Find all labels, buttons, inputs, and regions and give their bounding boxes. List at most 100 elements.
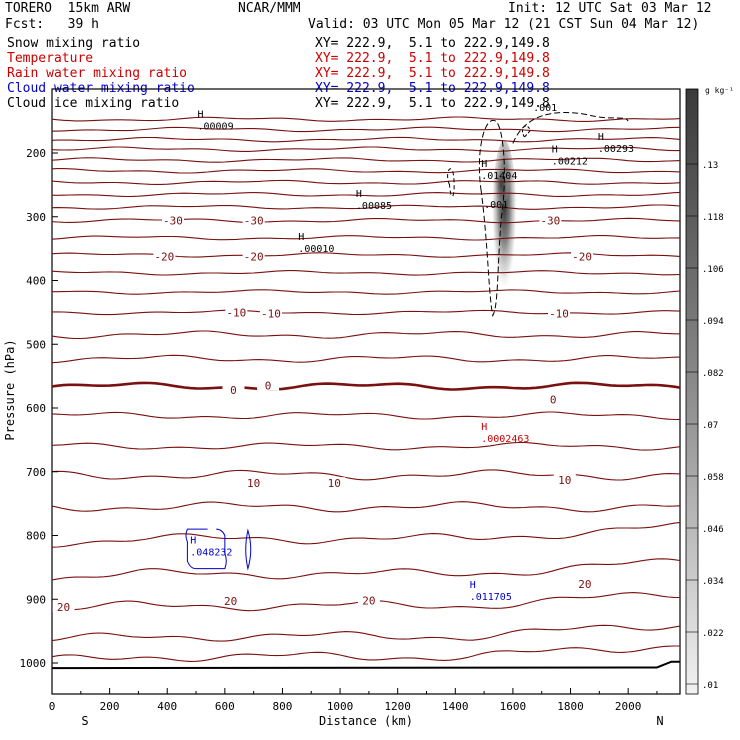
cloud-ice-contours	[447, 112, 629, 317]
y-tick-label: 600	[26, 402, 46, 415]
colorbar-tick-label: .082	[702, 369, 724, 379]
maximum-marker: H	[470, 580, 476, 591]
org-title: NCAR/MMM	[238, 1, 301, 16]
field-name-temperature: Temperature	[7, 51, 94, 66]
maximum-value: .011705	[470, 592, 512, 603]
maximum-value: .048232	[190, 547, 232, 558]
colorbar-tick-label: .01	[702, 681, 718, 691]
isotherm-line	[51, 624, 681, 642]
colorbar-tick-label: .118	[702, 213, 724, 223]
x-axis-label: Distance (km)	[319, 714, 413, 728]
y-tick-label: 500	[26, 338, 46, 351]
isotherm-line	[51, 521, 681, 548]
maximum-value: .00293	[598, 144, 634, 155]
contour-label: .001	[484, 200, 508, 211]
isotherm-label-bg	[571, 250, 594, 262]
isotherm-label: 20	[224, 595, 237, 608]
isotherm-line	[51, 204, 681, 210]
isotherm-label-bg	[225, 306, 248, 318]
plot-area	[51, 88, 681, 695]
isotherm-label: 20	[362, 595, 375, 608]
isotherm-label-bg	[553, 474, 576, 486]
colorbar-tick-label: .094	[702, 317, 724, 327]
isotherm-label: -30	[163, 215, 183, 228]
snow-shading	[491, 140, 518, 319]
maximum-value: .00010	[298, 244, 334, 255]
terrain-line	[51, 660, 680, 670]
ice-contour-upper	[512, 112, 629, 144]
maximum-marker: H	[598, 132, 604, 143]
isotherm-label-bg	[222, 384, 245, 396]
x-tick-label: 1600	[500, 700, 527, 713]
isotherm-label: -30	[244, 215, 264, 228]
y-tick-label: 400	[26, 275, 46, 288]
colorbar-tick-label: .022	[702, 629, 724, 639]
axes: 0 200 400 600 800 1000 1200 1400 1600 1800 2000200…	[20, 147, 658, 713]
isotherm-label-bg	[259, 307, 282, 319]
chart-labels: -30 -30 -30 -20 -20 -20 -10 -10 -10 0 0 0 10 10 10 20 20…	[52, 103, 634, 614]
isotherm-line	[51, 136, 681, 143]
ice-contour-main	[478, 120, 505, 317]
x-tick-label: 800	[273, 700, 293, 713]
isotherm-label-bg	[257, 379, 280, 391]
maximum-marker: H	[481, 159, 487, 170]
cloud-water-contour	[185, 528, 227, 570]
isotherm-label-bg	[242, 250, 265, 262]
temperature-isotherms	[51, 116, 681, 670]
isotherm-label-bg	[323, 477, 346, 489]
y-tick-label: 200	[26, 147, 46, 160]
forecast-hour: Fcst: 39 h	[5, 17, 99, 32]
maximum-value: .0002463	[481, 434, 529, 445]
x-tick-label: 0	[49, 700, 56, 713]
isotherm-label-bg	[52, 600, 75, 612]
isotherm-label: -10	[261, 308, 281, 321]
field-xy-cloud-ice: XY= 222.9, 5.1 to 222.9,149.8	[315, 96, 550, 111]
colorbar-tick-label: .046	[702, 525, 724, 535]
maximum-value: .01404	[481, 171, 517, 182]
colorbar-tick-label: .034	[702, 577, 724, 587]
maximum-value: .00009	[197, 122, 233, 133]
x-tick-label: 200	[100, 700, 120, 713]
field-xy-snow: XY= 222.9, 5.1 to 222.9,149.8	[315, 36, 550, 51]
model-title: TORERO 15km ARW	[5, 1, 131, 16]
x-tick-label: 1400	[442, 700, 469, 713]
isotherm-label-bg	[219, 595, 242, 607]
snow-shading-core	[491, 140, 518, 319]
isotherm-line	[51, 469, 681, 481]
isotherm-label: 20	[578, 578, 591, 591]
field-xy-temperature: XY= 222.9, 5.1 to 222.9,149.8	[315, 51, 550, 66]
isotherm-line	[51, 168, 681, 174]
colorbar-tick-label: .106	[702, 265, 724, 275]
isotherm-line	[51, 116, 681, 122]
isotherm-label-bg	[548, 307, 571, 319]
isotherm-line	[51, 217, 681, 224]
x-tick-label: 1800	[557, 700, 584, 713]
colorbar-tick-label: .058	[702, 473, 724, 483]
y-axis-label: Pressure (hPa)	[3, 339, 17, 440]
field-name-snow: Snow mixing ratio	[7, 36, 141, 51]
cloud-water-contours	[185, 528, 252, 571]
isotherm-line	[51, 179, 681, 185]
field-name-rain: Rain water mixing ratio	[7, 66, 188, 81]
maximum-marker: H	[298, 232, 304, 243]
isotherm-label: 10	[328, 477, 341, 490]
isotherm-line	[51, 330, 680, 340]
isotherm-line	[51, 354, 681, 364]
maximum-value: .00212	[552, 157, 588, 168]
ice-contour-tiny	[522, 125, 531, 138]
isotherm-label: 10	[558, 474, 571, 487]
isotherm-line	[51, 191, 681, 198]
isotherm-label: -20	[244, 250, 264, 263]
field-xy-rain: XY= 222.9, 5.1 to 222.9,149.8	[315, 66, 550, 81]
maximum-marker: H	[190, 535, 196, 546]
isotherm-label: 0	[230, 384, 237, 397]
south-endpoint-label: S	[81, 714, 88, 728]
y-tick-label: 800	[26, 530, 46, 543]
plot-frame	[51, 88, 681, 695]
contour-label: .001	[533, 103, 557, 114]
valid-time: Valid: 03 UTC Mon 05 Mar 12 (21 CST Sun …	[308, 17, 700, 32]
y-tick-label: 1000	[20, 657, 47, 670]
isotherm-label-bg	[242, 477, 265, 489]
maximum-marker: H	[197, 110, 203, 121]
